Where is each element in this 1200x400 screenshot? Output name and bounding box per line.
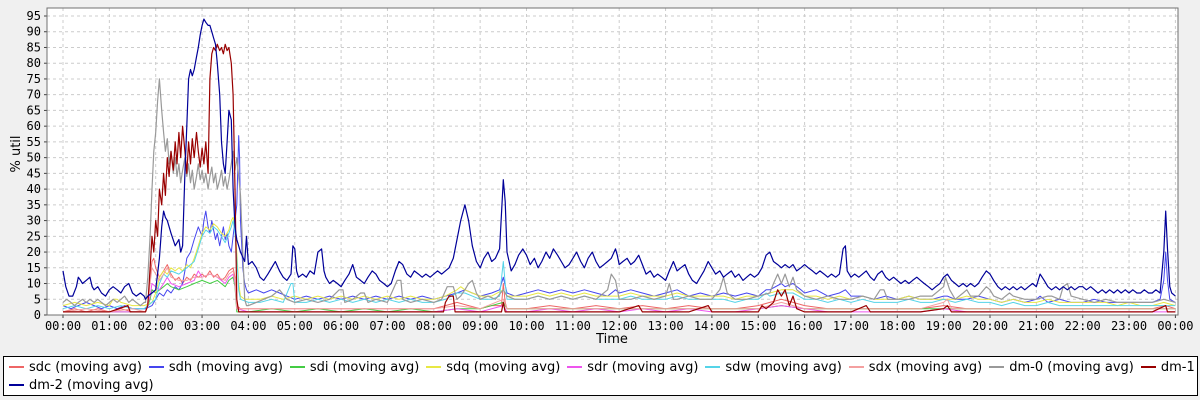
x-tick-label: 08:00 <box>416 319 452 333</box>
legend-item-sdr: sdr (moving avg) <box>567 360 698 375</box>
legend-label: sdc (moving avg) <box>29 359 142 375</box>
x-axis-title: Time <box>596 332 628 347</box>
x-tick-label: 03:00 <box>184 319 220 333</box>
legend-item-sdw: sdw (moving avg) <box>705 359 842 375</box>
x-tick-label: 00:00 <box>1157 319 1193 333</box>
plot-border <box>46 7 1179 316</box>
x-tick-label: 12:00 <box>601 319 637 333</box>
series-line-dm-2 <box>62 18 1176 300</box>
legend-label: sdw (moving avg) <box>725 359 842 375</box>
y-tick-label: 5 <box>34 292 41 306</box>
x-tick-label: 10:00 <box>508 319 544 333</box>
legend-row: dm-2 (moving avg) <box>9 376 1192 394</box>
legend-swatch-sdr <box>567 366 583 368</box>
x-tick-label: 04:00 <box>230 319 266 333</box>
legend-item-sdh: sdh (moving avg) <box>148 359 283 375</box>
legend-swatch-sdw <box>705 366 721 368</box>
x-tick-label: 09:00 <box>462 319 498 333</box>
x-tick-label: 00:00 <box>45 319 81 333</box>
x-tick-label: 14:00 <box>694 319 730 333</box>
y-tick-label: 90 <box>27 25 41 39</box>
y-tick-label: 95 <box>27 9 41 23</box>
y-tick-label: 15 <box>27 261 41 275</box>
x-tick-label: 02:00 <box>138 319 174 333</box>
y-tick-label: 35 <box>27 198 41 212</box>
x-tick-label: 01:00 <box>91 319 127 333</box>
y-tick-label: 70 <box>27 88 41 102</box>
x-tick-label: 13:00 <box>647 319 683 333</box>
plot-area: 0510152025303540455055606570758085909500… <box>27 7 1193 333</box>
y-tick-label: 20 <box>27 245 41 259</box>
x-tick-label: 17:00 <box>833 319 869 333</box>
legend-swatch-sdc <box>9 366 24 368</box>
legend-swatch-dm-1 <box>1140 366 1156 368</box>
x-tick-label: 05:00 <box>277 319 313 333</box>
y-tick-label: 55 <box>27 135 41 149</box>
legend-item-sdc: sdc (moving avg) <box>9 360 142 375</box>
legend-swatch-dm-0 <box>989 366 1005 368</box>
legend-item-sdi: sdi (moving avg) <box>289 359 420 375</box>
legend-label: dm-0 (moving avg) <box>1009 359 1134 375</box>
legend-box: sdc (moving avg) sdh (moving avg) sdi (mov… <box>3 356 1200 396</box>
x-tick-label: 19:00 <box>926 319 962 333</box>
y-tick-label: 60 <box>27 119 41 133</box>
series-line-sdx <box>62 267 1176 313</box>
legend-label: sdh (moving avg) <box>168 359 283 375</box>
x-tick-label: 15:00 <box>740 319 776 333</box>
legend-swatch-sdi <box>289 366 305 368</box>
y-tick-label: 65 <box>27 103 41 117</box>
x-tick-label: 07:00 <box>369 319 405 333</box>
x-tick-label: 06:00 <box>323 319 359 333</box>
legend-label: sdr (moving avg) <box>587 359 699 375</box>
legend-swatch-dm-2 <box>9 384 24 386</box>
x-tick-label: 16:00 <box>787 319 823 333</box>
x-tick-label: 11:00 <box>555 319 591 333</box>
y-tick-label: 25 <box>27 229 41 243</box>
x-tick-label: 22:00 <box>1065 319 1101 333</box>
legend-swatch-sdq <box>426 366 442 368</box>
legend-swatch-sdh <box>148 366 164 368</box>
legend-swatch-sdx <box>848 366 864 368</box>
y-tick-label: 45 <box>27 166 41 180</box>
y-tick-label: 85 <box>27 40 41 54</box>
series-line-dm-0 <box>62 78 1176 307</box>
series-line-sdi <box>63 276 1176 313</box>
x-tick-label: 21:00 <box>1018 319 1054 333</box>
y-tick-label: 10 <box>27 277 41 291</box>
legend-item-dm-0: dm-0 (moving avg) <box>989 360 1134 375</box>
legend-item-sdq: sdq (moving avg) <box>426 360 560 375</box>
legend-label: sdq (moving avg) <box>446 359 561 375</box>
x-tick-label: 18:00 <box>879 319 915 333</box>
legend-label: dm-2 (moving avg) <box>29 377 154 393</box>
y-axis-title: % util <box>9 135 24 173</box>
y-tick-label: 50 <box>27 151 41 165</box>
legend-row: sdc (moving avg) sdh (moving avg) sdi (mov… <box>9 358 1200 376</box>
x-tick-label: 20:00 <box>972 319 1008 333</box>
legend-label: dm-1 (moving avg) <box>1160 359 1200 375</box>
series-line-dm-1 <box>63 43 1176 313</box>
y-tick-label: 30 <box>27 214 41 228</box>
y-tick-label: 80 <box>27 56 41 70</box>
plot-background <box>47 8 1178 315</box>
y-tick-label: 40 <box>27 182 41 196</box>
legend-label: sdx (moving avg) <box>868 359 983 375</box>
x-tick-label: 23:00 <box>1111 319 1147 333</box>
y-tick-label: 75 <box>27 72 41 86</box>
legend-item-dm-1: dm-1 (moving avg) <box>1140 359 1200 375</box>
y-tick-label: 0 <box>34 308 41 322</box>
legend-item-dm-2: dm-2 (moving avg) <box>9 378 154 393</box>
legend-item-sdx: sdx (moving avg) <box>848 359 983 375</box>
legend-label: sdi (moving avg) <box>309 359 420 375</box>
